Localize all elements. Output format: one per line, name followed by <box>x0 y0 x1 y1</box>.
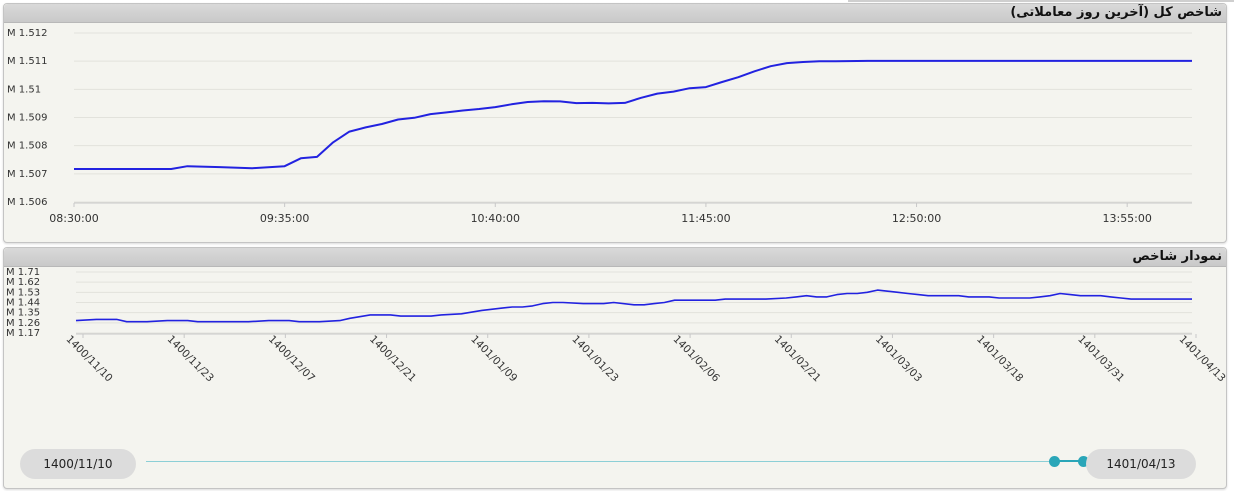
y-tick-label: M 1.511 <box>7 56 47 67</box>
y-tick-label: M 1.507 <box>7 169 47 180</box>
x-tick-label: 1401/03/18 <box>974 333 1025 384</box>
y-tick-label: M 1.509 <box>7 113 47 124</box>
range-slider-selected <box>1054 460 1083 462</box>
x-tick-label: 1401/02/21 <box>772 333 823 384</box>
y-tick-label: M 1.17 <box>6 328 40 339</box>
y-tick-label: M 1.71 <box>6 267 40 278</box>
x-tick-label: 09:35:00 <box>260 212 309 225</box>
x-tick-label: 1401/02/06 <box>671 333 723 385</box>
top-border-line <box>848 0 1234 2</box>
x-tick-label: 1401/03/31 <box>1075 333 1126 384</box>
range-end-date[interactable]: 1401/04/13 <box>1086 449 1196 479</box>
index-history-chart: M 1.17M 1.26M 1.35M 1.44M 1.53M 1.62M 1.… <box>6 267 1227 385</box>
y-tick-label: M 1.62 <box>6 277 40 288</box>
x-tick-label: 1401/01/09 <box>468 333 519 384</box>
intraday-index-panel: شاخص کل (آخرین روز معاملاتی) M 1.506 M 1.… <box>3 3 1227 243</box>
x-tick-label: 10:40:00 <box>471 212 520 225</box>
range-slider-track[interactable] <box>146 461 1086 462</box>
intraday-index-chart: M 1.506 M 1.507 M 1.508 M 1.509 M 1.51 M 1.51… <box>7 28 1192 225</box>
x-tick-label: 1400/11/10 <box>63 333 114 384</box>
y-tick-label: M 1.35 <box>6 308 40 319</box>
range-slider-left-handle[interactable] <box>1049 456 1060 467</box>
x-tick-label: 1401/03/03 <box>873 333 924 384</box>
x-tick-label: 1400/11/23 <box>165 333 216 384</box>
index-history-panel: نمودار شاخص M 1.17 M 1.26 M 1.35 M 1.44 M 1.… <box>3 247 1227 489</box>
x-tick-label: 12:50:00 <box>892 212 941 225</box>
history-panel-title: نمودار شاخص <box>4 248 1226 267</box>
index-history-line <box>75 289 1192 323</box>
x-tick-label: 1401/01/23 <box>569 333 620 384</box>
range-slider-right-handle[interactable] <box>1078 456 1089 467</box>
y-tick-label: M 1.51 <box>7 84 41 95</box>
intraday-panel-title: شاخص کل (آخرین روز معاملاتی) <box>4 4 1226 23</box>
x-tick-label: 1400/12/07 <box>266 333 317 384</box>
y-tick-label: M 1.53 <box>6 287 40 298</box>
x-tick-label: 1400/12/21 <box>367 333 418 384</box>
x-tick-label: 1401/04/13 <box>1176 333 1227 384</box>
y-tick-label: M 1.508 <box>7 141 47 152</box>
y-tick-label: M 1.512 <box>7 28 47 39</box>
x-tick-label: 13:55:00 <box>1102 212 1151 225</box>
range-start-date[interactable]: 1400/11/10 <box>20 449 136 479</box>
intraday-index-line <box>74 59 1192 170</box>
y-tick-label: M 1.26 <box>6 318 40 329</box>
y-tick-label: M 1.44 <box>6 298 40 309</box>
x-tick-label: 08:30:00 <box>49 212 98 225</box>
x-tick-label: 11:45:00 <box>681 212 730 225</box>
y-tick-label: M 1.506 <box>7 197 47 208</box>
